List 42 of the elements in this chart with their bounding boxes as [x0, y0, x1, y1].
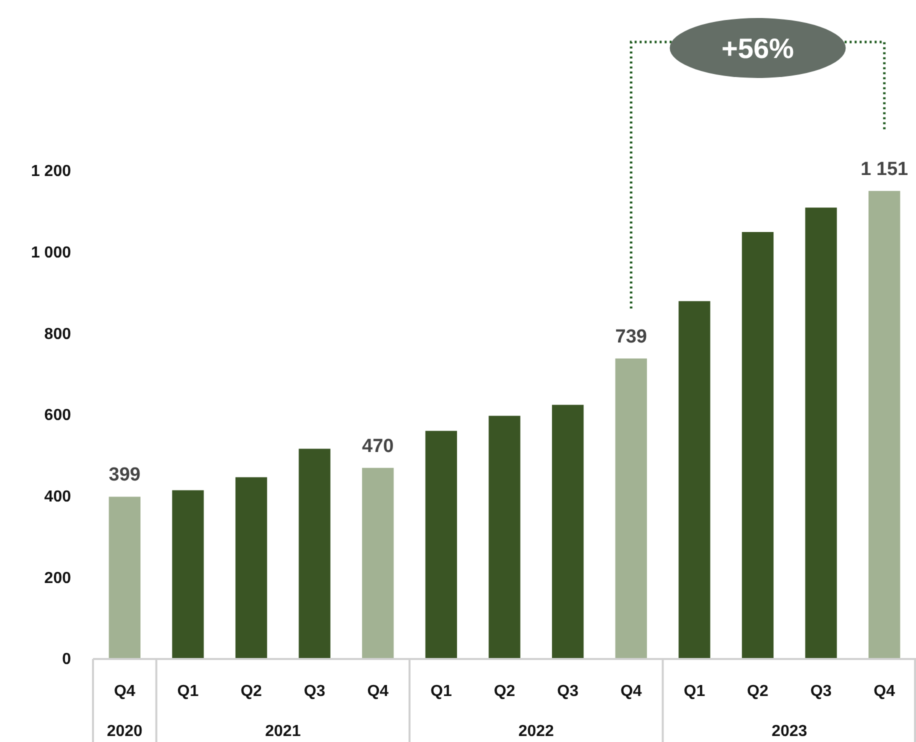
- bar: [742, 232, 774, 659]
- y-tick-label: 600: [44, 407, 72, 424]
- bar: [298, 448, 330, 659]
- data-label: 399: [108, 464, 141, 486]
- x-tick-label: Q4: [874, 683, 896, 700]
- text: 2021: [265, 723, 301, 740]
- bar: [108, 496, 140, 659]
- x-tick-label: Q3: [557, 683, 579, 700]
- x-tick-label: Q1: [177, 683, 199, 700]
- data-label: 1 151: [860, 158, 909, 180]
- text: +56%: [722, 33, 794, 64]
- bar: [552, 404, 584, 659]
- bar: [615, 358, 647, 659]
- y-tick-label: 400: [44, 488, 72, 506]
- bar: [425, 430, 458, 659]
- bar: [362, 468, 394, 659]
- text: 2022: [518, 723, 554, 740]
- x-tick-label: Q4: [114, 683, 136, 700]
- x-tick-label: Q2: [747, 683, 769, 700]
- x-tick-label: Q2: [240, 683, 262, 700]
- data-label: 470: [362, 436, 394, 457]
- y-tick-label: 800: [44, 326, 72, 343]
- text: 2023: [772, 723, 808, 740]
- y-tick-label: 1 000: [30, 244, 72, 262]
- bar: [868, 190, 900, 659]
- x-tick-label: Q4: [367, 683, 389, 700]
- x-tick-label: Q1: [684, 683, 706, 700]
- x-tick-label: Q2: [494, 683, 516, 700]
- bar: [488, 416, 520, 659]
- bar: [805, 208, 837, 659]
- x-tick-label: Q4: [620, 683, 642, 700]
- y-tick-label: 200: [44, 570, 72, 587]
- bar: [678, 301, 710, 659]
- y-tick-label: 0: [62, 651, 72, 668]
- x-tick-label: Q3: [304, 683, 326, 700]
- text: 2020: [106, 723, 143, 740]
- data-label: 739: [615, 326, 647, 348]
- x-tick-label: Q3: [810, 683, 832, 700]
- bar: [235, 477, 268, 659]
- bar: [172, 490, 204, 659]
- x-tick-label: Q1: [430, 683, 452, 700]
- y-tick-label: 1 200: [30, 163, 72, 180]
